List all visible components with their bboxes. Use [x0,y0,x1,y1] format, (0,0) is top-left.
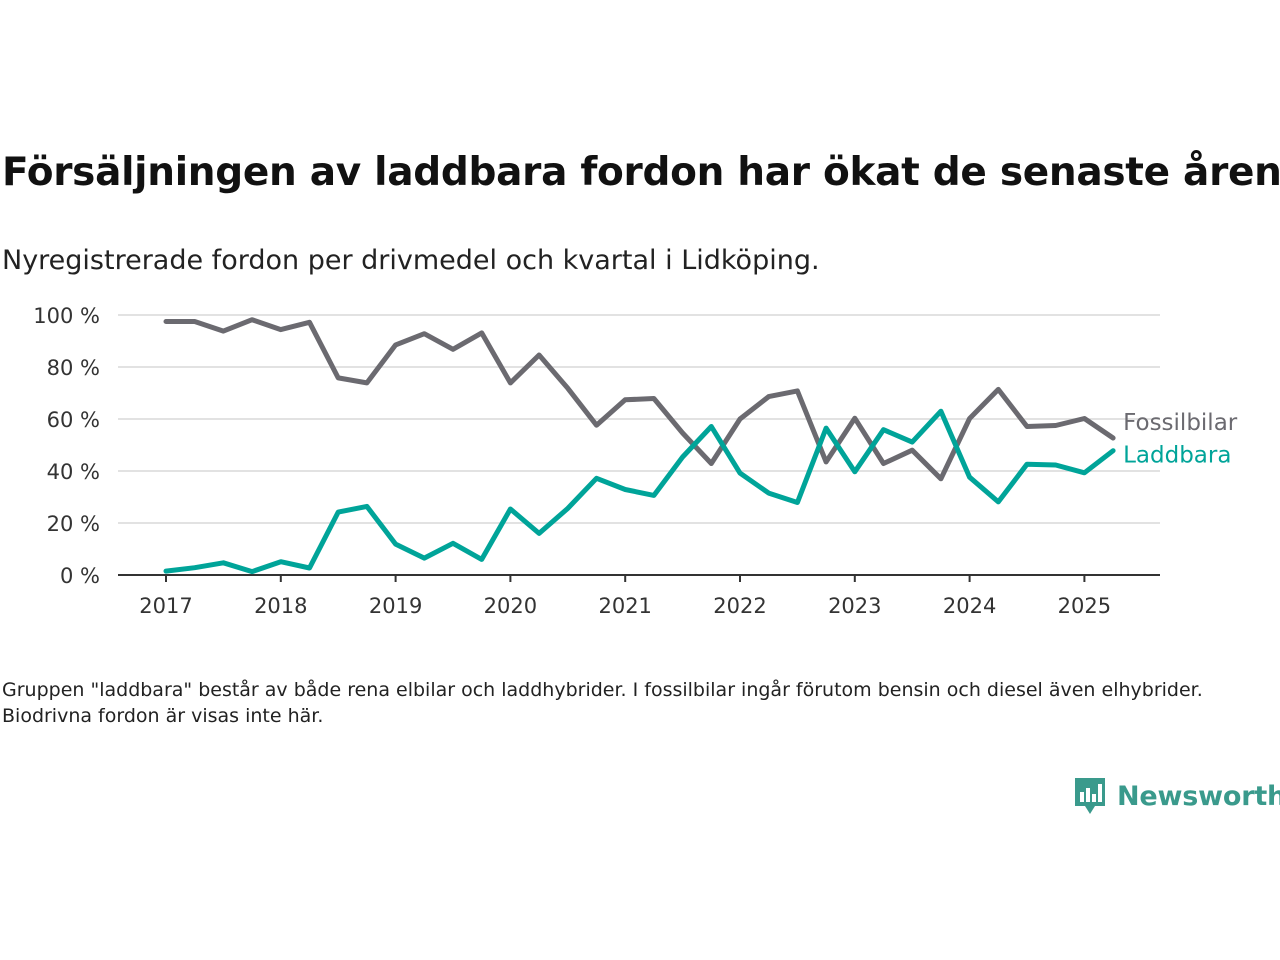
chart-subtitle: Nyregistrerade fordon per drivmedel och … [2,245,820,276]
y-tick-label: 0 % [60,564,100,588]
series-label-laddbara: Laddbara [1123,443,1231,469]
line-chart: 0 % 20 % 40 % 60 % 80 % 100 % 2017 2018 2019 202… [33,304,1238,618]
series-label-fossilbilar: Fossilbilar [1123,410,1238,436]
chart-title: Försäljningen av laddbara fordon har öka… [2,150,1280,195]
y-axis-ticks: 0 % 20 % 40 % 60 % 80 % 100 % [33,304,100,588]
x-tick-label: 2024 [943,594,996,618]
y-tick-label: 20 % [47,512,100,536]
x-axis: 2017 2018 2019 2020 2021 2022 2023 2024 2025 [118,574,1160,618]
footnote: Gruppen "laddbara" består av både rena e… [2,679,1203,727]
x-tick-label: 2019 [369,594,422,618]
brand-logo[interactable]: Newsworthy [1073,776,1280,816]
series-lines [163,317,1116,575]
brand-name: Newsworthy [1117,780,1280,812]
series-line-fossilbilar [163,317,1116,482]
newsworthy-logo-icon [1075,778,1105,814]
x-tick-label: 2025 [1058,594,1111,618]
y-tick-label: 80 % [47,356,100,380]
x-tick-label: 2023 [828,594,881,618]
x-tick-label: 2022 [713,594,766,618]
x-tick-label: 2017 [139,594,192,618]
x-tick-label: 2020 [484,594,537,618]
y-tick-label: 60 % [47,408,100,432]
gridlines [118,314,1160,524]
y-tick-label: 40 % [47,460,100,484]
series-line-laddbara [163,408,1116,575]
series-labels: Laddbara Fossilbilar [1123,410,1238,469]
y-tick-label: 100 % [33,304,100,328]
x-tick-label: 2018 [254,594,307,618]
x-tick-label: 2021 [598,594,651,618]
